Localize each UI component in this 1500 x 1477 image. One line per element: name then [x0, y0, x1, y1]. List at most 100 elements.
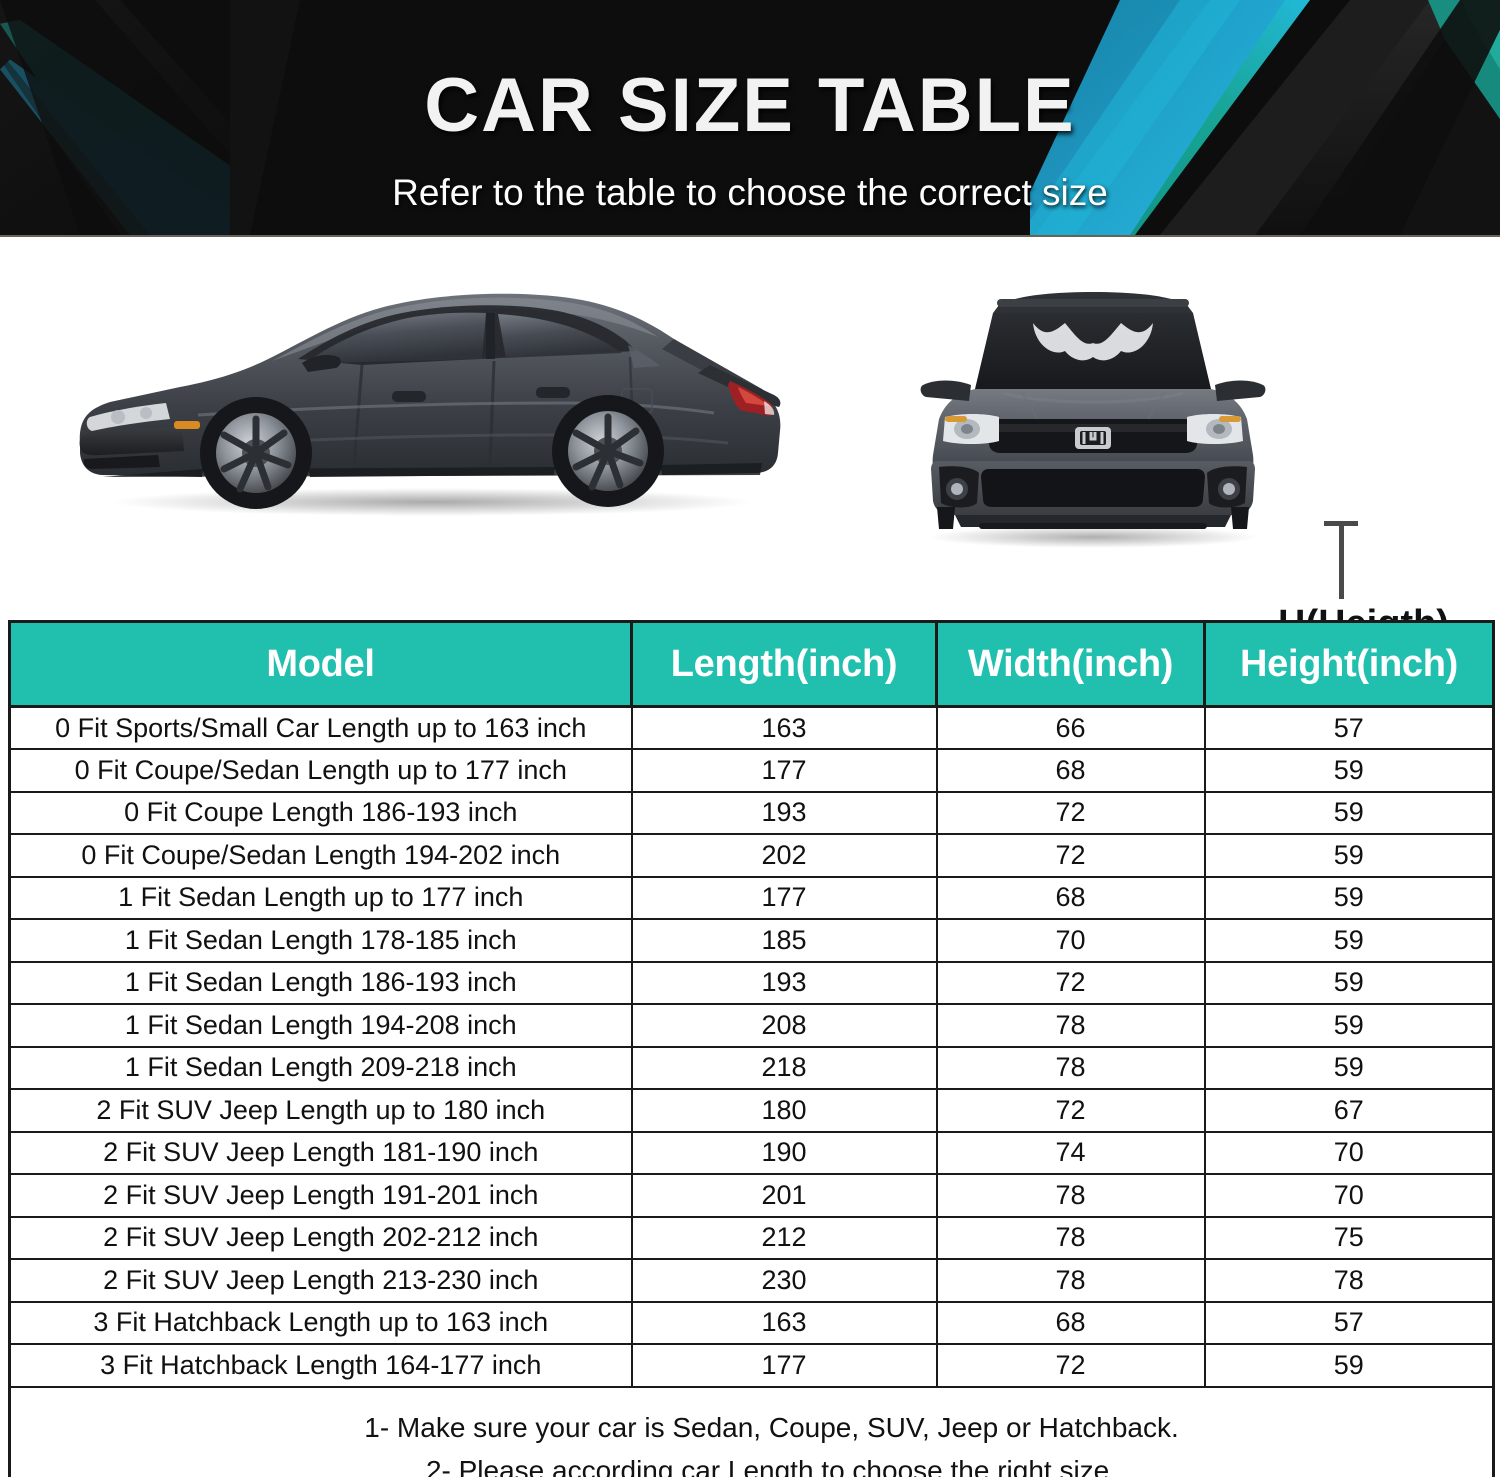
column-header-model: Model: [8, 620, 633, 708]
row-length: 193: [630, 960, 938, 1005]
table-row: 1 Fit Sedan Length 194-208 inch 208 78 59: [8, 1003, 1495, 1048]
row-width: 66: [935, 705, 1206, 750]
row-model: 2 Fit SUV Jeep Length 191-201 inch: [8, 1173, 633, 1218]
car-size-table: Model Length(inch) Width(inch) Height(in…: [8, 620, 1495, 1477]
row-model: 2 Fit SUV Jeep Length 202-212 inch: [8, 1215, 633, 1260]
row-model: 1 Fit Sedan Length 209-218 inch: [8, 1045, 633, 1090]
row-width: 68: [935, 875, 1206, 920]
row-width: 78: [935, 1045, 1206, 1090]
table-body: 0 Fit Sports/Small Car Length up to 163 …: [8, 705, 1495, 1388]
page-title: CAR SIZE TABLE: [424, 63, 1076, 148]
row-height: 78: [1203, 1258, 1495, 1303]
row-height: 59: [1203, 875, 1495, 920]
row-length: 218: [630, 1045, 938, 1090]
row-height: 57: [1203, 1300, 1495, 1345]
row-model: 0 Fit Coupe/Sedan Length 194-202 inch: [8, 833, 633, 878]
note-line-2: 2- Please according car Length to choose…: [425, 1454, 1118, 1477]
note-line-1: 1- Make sure your car is Sedan, Coupe, S…: [364, 1411, 1179, 1443]
row-length: 177: [630, 1343, 938, 1388]
column-header-length: Length(inch): [630, 620, 938, 708]
row-width: 72: [935, 960, 1206, 1005]
row-model: 0 Fit Sports/Small Car Length up to 163 …: [8, 705, 633, 750]
row-height: 57: [1203, 705, 1495, 750]
table-row: 2 Fit SUV Jeep Length 213-230 inch 230 78 7…: [8, 1258, 1495, 1303]
row-width: 72: [935, 833, 1206, 878]
table-row: 0 Fit Coupe/Sedan Length 194-202 inch 202…: [8, 833, 1495, 878]
row-height: 59: [1203, 1045, 1495, 1090]
table-row: 0 Fit Coupe Length 186-193 inch 193 72 59: [8, 790, 1495, 835]
table-row: 2 Fit SUV Jeep Length 191-201 inch 201 78 7…: [8, 1173, 1495, 1218]
table-row: 1 Fit Sedan Length 209-218 inch 218 78 59: [8, 1045, 1495, 1090]
row-model: 0 Fit Coupe/Sedan Length up to 177 inch: [8, 748, 633, 793]
row-height: 70: [1203, 1130, 1495, 1175]
row-length: 230: [630, 1258, 938, 1303]
table-row: 0 Fit Coupe/Sedan Length up to 177 inch 1…: [8, 748, 1495, 793]
row-length: 202: [630, 833, 938, 878]
row-length: 190: [630, 1130, 938, 1175]
row-width: 72: [935, 790, 1206, 835]
row-height: 59: [1203, 833, 1495, 878]
sedan-front-view: [920, 292, 1266, 548]
row-height: 59: [1203, 748, 1495, 793]
table-notes-row: 1- Make sure your car is Sedan, Coupe, S…: [8, 1385, 1495, 1477]
table-row: 2 Fit SUV Jeep Length 181-190 inch 190 74 7…: [8, 1130, 1495, 1175]
table-row: 2 Fit SUV Jeep Length 202-212 inch 212 78 7…: [8, 1215, 1495, 1260]
row-width: 74: [935, 1130, 1206, 1175]
row-width: 72: [935, 1343, 1206, 1388]
header-banner: CAR SIZE TABLE Refer to the table to cho…: [0, 0, 1500, 237]
table-row: 3 Fit Hatchback Length 164-177 inch 177 72…: [8, 1343, 1495, 1388]
table-row: 2 Fit SUV Jeep Length up to 180 inch 180 7…: [8, 1088, 1495, 1133]
row-height: 75: [1203, 1215, 1495, 1260]
row-width: 68: [935, 748, 1206, 793]
row-model: 2 Fit SUV Jeep Length 181-190 inch: [8, 1130, 633, 1175]
row-length: 208: [630, 1003, 938, 1048]
row-model: 1 Fit Sedan Length 186-193 inch: [8, 960, 633, 1005]
table-row: 1 Fit Sedan Length 186-193 inch 193 72 59: [8, 960, 1495, 1005]
row-width: 78: [935, 1215, 1206, 1260]
row-model: 2 Fit SUV Jeep Length 213-230 inch: [8, 1258, 633, 1303]
row-height: 59: [1203, 960, 1495, 1005]
row-height: 59: [1203, 1003, 1495, 1048]
column-header-height: Height(inch): [1203, 620, 1495, 708]
row-height: 59: [1203, 918, 1495, 963]
row-model: 1 Fit Sedan Length 194-208 inch: [8, 1003, 633, 1048]
row-length: 177: [630, 748, 938, 793]
row-model: 0 Fit Coupe Length 186-193 inch: [8, 790, 633, 835]
row-model: 3 Fit Hatchback Length up to 163 inch: [8, 1300, 633, 1345]
height-marker-top-line: [1339, 521, 1344, 599]
row-length: 193: [630, 790, 938, 835]
row-length: 212: [630, 1215, 938, 1260]
row-width: 78: [935, 1258, 1206, 1303]
row-length: 185: [630, 918, 938, 963]
table-header-row: Model Length(inch) Width(inch) Height(in…: [8, 620, 1495, 708]
row-length: 201: [630, 1173, 938, 1218]
row-model: 1 Fit Sedan Length 178-185 inch: [8, 918, 633, 963]
table-row: 1 Fit Sedan Length 178-185 inch 185 70 59: [8, 918, 1495, 963]
car-diagram-section: L(Length) W(Width) H(Heigth): [0, 237, 1500, 827]
column-header-width: Width(inch): [935, 620, 1206, 708]
row-length: 163: [630, 705, 938, 750]
row-height: 59: [1203, 1343, 1495, 1388]
row-model: 1 Fit Sedan Length up to 177 inch: [8, 875, 633, 920]
row-length: 180: [630, 1088, 938, 1133]
row-width: 68: [935, 1300, 1206, 1345]
table-row: 3 Fit Hatchback Length up to 163 inch 163…: [8, 1300, 1495, 1345]
table-row: 1 Fit Sedan Length up to 177 inch 177 68 59: [8, 875, 1495, 920]
row-width: 78: [935, 1173, 1206, 1218]
notes-cell: 1- Make sure your car is Sedan, Coupe, S…: [8, 1385, 1495, 1477]
row-width: 70: [935, 918, 1206, 963]
row-height: 67: [1203, 1088, 1495, 1133]
row-width: 72: [935, 1088, 1206, 1133]
row-length: 163: [630, 1300, 938, 1345]
size-table-container: Model Length(inch) Width(inch) Height(in…: [8, 620, 1495, 1477]
sedan-side-view: [79, 293, 781, 516]
row-model: 2 Fit SUV Jeep Length up to 180 inch: [8, 1088, 633, 1133]
table-row: 0 Fit Sports/Small Car Length up to 163 …: [8, 705, 1495, 750]
row-height: 59: [1203, 790, 1495, 835]
page-subtitle: Refer to the table to choose the correct…: [392, 172, 1108, 213]
row-length: 177: [630, 875, 938, 920]
banner-background-shapes: [0, 0, 1500, 235]
row-height: 70: [1203, 1173, 1495, 1218]
row-model: 3 Fit Hatchback Length 164-177 inch: [8, 1343, 633, 1388]
